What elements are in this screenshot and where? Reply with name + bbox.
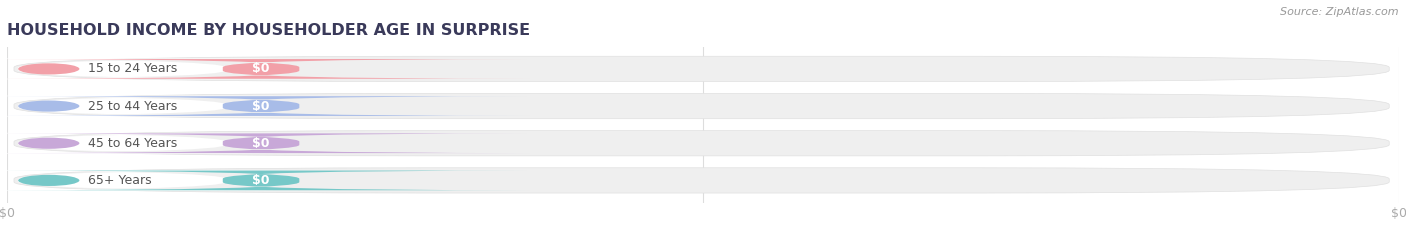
Text: $0: $0 bbox=[252, 137, 270, 150]
Ellipse shape bbox=[18, 138, 79, 149]
Ellipse shape bbox=[18, 100, 79, 112]
Text: HOUSEHOLD INCOME BY HOUSEHOLDER AGE IN SURPRISE: HOUSEHOLD INCOME BY HOUSEHOLDER AGE IN S… bbox=[7, 24, 530, 38]
FancyBboxPatch shape bbox=[0, 171, 529, 190]
FancyBboxPatch shape bbox=[0, 96, 366, 116]
FancyBboxPatch shape bbox=[0, 58, 366, 79]
FancyBboxPatch shape bbox=[14, 93, 1389, 119]
Text: 45 to 64 Years: 45 to 64 Years bbox=[87, 137, 177, 150]
FancyBboxPatch shape bbox=[0, 133, 366, 154]
Text: $0: $0 bbox=[252, 62, 270, 75]
Text: 15 to 24 Years: 15 to 24 Years bbox=[87, 62, 177, 75]
FancyBboxPatch shape bbox=[0, 133, 529, 153]
Text: 65+ Years: 65+ Years bbox=[87, 174, 152, 187]
Text: Source: ZipAtlas.com: Source: ZipAtlas.com bbox=[1281, 7, 1399, 17]
Ellipse shape bbox=[18, 63, 79, 75]
FancyBboxPatch shape bbox=[0, 59, 529, 79]
FancyBboxPatch shape bbox=[14, 131, 1389, 156]
Text: 25 to 44 Years: 25 to 44 Years bbox=[87, 99, 177, 113]
FancyBboxPatch shape bbox=[14, 56, 1389, 82]
Text: $0: $0 bbox=[252, 99, 270, 113]
FancyBboxPatch shape bbox=[0, 170, 366, 191]
Ellipse shape bbox=[18, 175, 79, 186]
FancyBboxPatch shape bbox=[0, 96, 529, 116]
Text: $0: $0 bbox=[252, 174, 270, 187]
FancyBboxPatch shape bbox=[14, 168, 1389, 193]
